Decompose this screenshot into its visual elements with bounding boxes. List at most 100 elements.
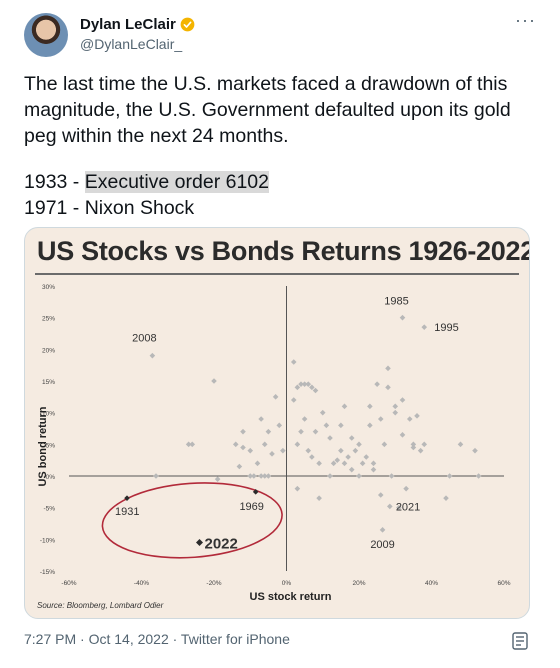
scatter-plot: 30% 25% 20% 15% 10% 5% 0% -5% -10% -15% -60% -40% -2… [37,284,511,610]
data-point [280,447,286,454]
chart-title: US Stocks vs Bonds Returns 1926-2022 [37,236,530,266]
data-point [258,416,264,422]
labeled-point-2021 [387,503,393,510]
x-tick-label: -60% [61,580,76,587]
data-point [290,359,297,365]
line1-prefix: 1933 - [24,171,85,193]
y-tick-label: 20% [42,347,55,354]
data-point [327,473,333,479]
data-point [385,384,391,391]
labeled-point-2009 [379,527,386,533]
data-point [381,441,388,448]
data-point [446,473,453,479]
data-point [345,454,351,460]
data-point [359,460,366,467]
author-handle[interactable]: @DylanLeClair_ [80,36,183,52]
data-point [272,394,279,400]
data-point [367,422,373,429]
data-point [396,504,402,511]
data-point [406,416,413,422]
x-tick-label: 0% [282,580,292,587]
x-axis-label: US stock return [250,591,332,603]
chart-image[interactable]: US Stocks vs Bonds Returns 1926-2022 30%… [24,227,530,619]
data-point [399,397,406,403]
data-point [261,473,268,479]
data-point [294,384,301,391]
data-point [312,428,319,435]
tweet-line-1971: 1971 - Nixon Shock [24,197,195,219]
y-tick-label: 10% [42,411,55,418]
data-point [341,460,348,467]
x-tick-label: 40% [425,580,438,587]
labeled-point-1969 [252,489,259,495]
title-rule [35,273,519,275]
data-point [312,387,319,394]
y-tick-label: -15% [40,569,55,576]
chart-source: Source: Bloomberg, Lombard Odier [37,601,164,610]
data-point [370,460,377,467]
point-label-1995: 1995 [434,322,458,334]
point-label-1969: 1969 [239,501,263,513]
data-point [392,409,399,416]
data-point [327,435,333,441]
point-label-1931: 1931 [115,506,139,518]
data-point [330,460,337,467]
data-point [316,460,322,467]
data-point [276,422,283,429]
data-point [443,495,449,501]
x-tick-label: 60% [497,580,510,587]
data-point [305,381,312,387]
share-icon[interactable] [512,632,528,650]
data-point [258,473,264,479]
data-point [319,409,326,416]
data-point [348,466,355,473]
data-point [211,378,217,384]
y-tick-label: -5% [43,506,55,513]
data-point [403,485,409,492]
data-point [374,381,380,387]
data-point [301,381,308,387]
data-point [290,397,297,403]
tweet-year-lines: 1933 - Executive order 6102 1971 - Nixon… [24,169,269,221]
data-point [316,495,322,501]
author-name[interactable]: Dylan LeClair [80,15,176,33]
data-point [352,447,359,454]
tweet-timestamp[interactable]: 7:27 PM · Oct 14, 2022 · Twitter for iPh… [24,631,290,647]
data-point [385,365,391,372]
more-icon[interactable]: ··· [515,10,536,30]
data-point [254,460,261,467]
data-point [236,463,243,470]
data-point [323,422,330,429]
y-tick-label: 30% [42,284,55,291]
data-point [298,381,304,387]
data-point [410,441,417,448]
data-point [301,416,308,422]
data-point [265,473,272,479]
labeled-point-1985 [399,314,406,321]
data-point [232,441,239,448]
data-point [338,447,344,454]
y-tick-label: 15% [42,379,55,386]
data-point [240,444,246,451]
data-point [377,492,384,498]
data-point [356,473,362,479]
data-point [265,428,272,435]
data-point [309,384,315,391]
data-point [388,473,395,479]
data-point [247,447,254,454]
avatar[interactable] [24,13,68,57]
labeled-point-2008 [149,352,156,359]
data-point [370,466,377,473]
executive-order-highlight: Executive order 6102 [84,171,269,193]
data-point [214,476,221,482]
data-point [348,435,355,441]
data-point [251,473,257,479]
data-point [367,403,373,410]
point-label-2022: 2022 [205,536,238,553]
labeled-point-1931 [124,495,130,501]
data-point [392,403,399,410]
tweet-text: The last time the U.S. markets faced a d… [24,73,517,147]
y-tick-label: 25% [42,316,55,323]
verified-badge-icon [180,17,195,31]
author-name-row[interactable]: Dylan LeClair [80,14,195,34]
